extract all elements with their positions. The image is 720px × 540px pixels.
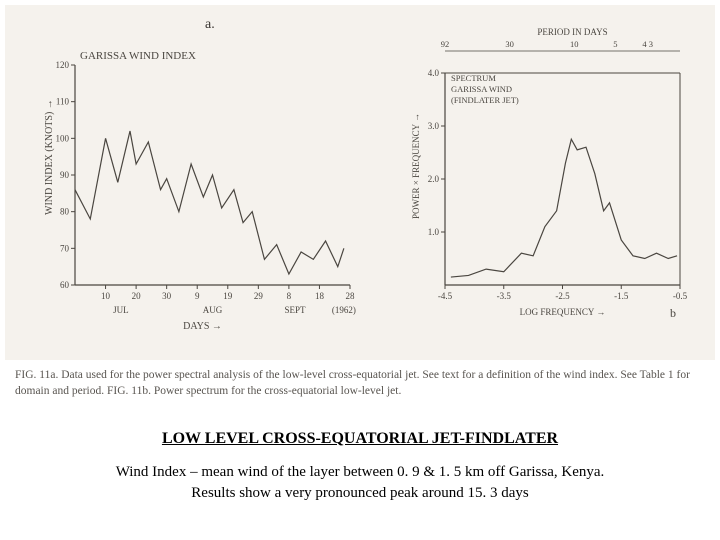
svg-text:SEPT: SEPT — [284, 305, 306, 315]
svg-text:100: 100 — [56, 133, 70, 143]
svg-text:WIND INDEX (KNOTS) →: WIND INDEX (KNOTS) → — [44, 99, 55, 215]
panel-b-chart: PERIOD IN DAYS 92 30 10 5 4 3 SPECTRUMGARISSA … — [405, 25, 695, 335]
subtitle-line1: Wind Index – mean wind of the layer betw… — [116, 464, 605, 480]
subtitle: Wind Index – mean wind of the layer betw… — [0, 462, 720, 504]
svg-text:4.0: 4.0 — [428, 68, 440, 78]
svg-text:DAYS →: DAYS → — [183, 321, 222, 332]
svg-text:-0.5: -0.5 — [673, 291, 688, 301]
svg-text:19: 19 — [223, 291, 233, 301]
svg-text:AUG: AUG — [203, 305, 223, 315]
svg-text:-4.5: -4.5 — [438, 291, 453, 301]
svg-text:110: 110 — [56, 97, 70, 107]
svg-text:1.0: 1.0 — [428, 227, 440, 237]
svg-text:b: b — [670, 306, 676, 320]
svg-text:30: 30 — [505, 39, 514, 49]
panel-a-chart: GARISSA WIND INDEX 60 70 80 90 100 110 120 10 20 3… — [40, 45, 360, 335]
svg-text:9: 9 — [195, 291, 200, 301]
svg-text:30: 30 — [162, 291, 172, 301]
panel-a-marker: a. — [205, 17, 215, 33]
svg-text:(1962): (1962) — [332, 305, 356, 315]
svg-text:20: 20 — [132, 291, 142, 301]
svg-text:(FINDLATER JET): (FINDLATER JET) — [451, 95, 519, 105]
title-block: LOW LEVEL CROSS-EQUATORIAL JET-FINDLATER… — [0, 430, 720, 504]
svg-text:-3.5: -3.5 — [497, 291, 512, 301]
svg-text:LOG FREQUENCY →: LOG FREQUENCY → — [520, 307, 606, 317]
svg-text:5: 5 — [613, 39, 617, 49]
svg-text:10: 10 — [101, 291, 111, 301]
panel-a-svg: GARISSA WIND INDEX 60 70 80 90 100 110 120 10 20 3… — [40, 45, 360, 335]
svg-text:-1.5: -1.5 — [614, 291, 629, 301]
svg-text:JUL: JUL — [113, 305, 129, 315]
svg-text:120: 120 — [56, 60, 70, 70]
svg-text:GARISSA WIND INDEX: GARISSA WIND INDEX — [80, 50, 196, 62]
subtitle-line2: Results show a very pronounced peak arou… — [191, 485, 528, 501]
svg-text:GARISSA WIND: GARISSA WIND — [451, 84, 512, 94]
svg-text:POWER × FREQUENCY →: POWER × FREQUENCY → — [411, 113, 421, 219]
svg-text:92: 92 — [441, 39, 450, 49]
svg-text:-2.5: -2.5 — [555, 291, 570, 301]
svg-text:18: 18 — [315, 291, 325, 301]
svg-text:80: 80 — [60, 207, 70, 217]
svg-text:90: 90 — [60, 170, 70, 180]
svg-text:10: 10 — [570, 39, 579, 49]
svg-text:2.0: 2.0 — [428, 174, 440, 184]
figure-background: a. GARISSA WIND INDEX 60 70 80 90 100 110 120 10… — [5, 5, 715, 360]
svg-text:3.0: 3.0 — [428, 121, 440, 131]
svg-text:28: 28 — [346, 291, 356, 301]
svg-text:SPECTRUM: SPECTRUM — [451, 73, 496, 83]
svg-text:70: 70 — [60, 243, 70, 253]
svg-text:PERIOD IN DAYS: PERIOD IN DAYS — [537, 27, 607, 37]
figure-caption: FIG. 11a. Data used for the power spectr… — [15, 368, 705, 399]
main-title: LOW LEVEL CROSS-EQUATORIAL JET-FINDLATER — [0, 430, 720, 448]
svg-text:60: 60 — [60, 280, 70, 290]
panel-b-svg: PERIOD IN DAYS 92 30 10 5 4 3 SPECTRUMGARISSA … — [405, 25, 695, 335]
svg-text:29: 29 — [254, 291, 263, 301]
svg-text:4 3: 4 3 — [642, 39, 653, 49]
svg-text:8: 8 — [287, 291, 292, 301]
